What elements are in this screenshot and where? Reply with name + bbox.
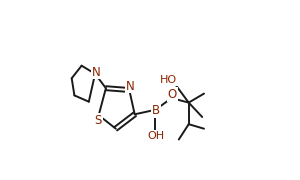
Text: N: N [92,66,100,78]
Text: OH: OH [147,131,164,141]
Text: B: B [152,104,160,117]
Text: N: N [126,80,135,93]
Text: S: S [95,114,102,127]
Text: HO: HO [160,75,178,85]
Text: O: O [168,88,177,101]
